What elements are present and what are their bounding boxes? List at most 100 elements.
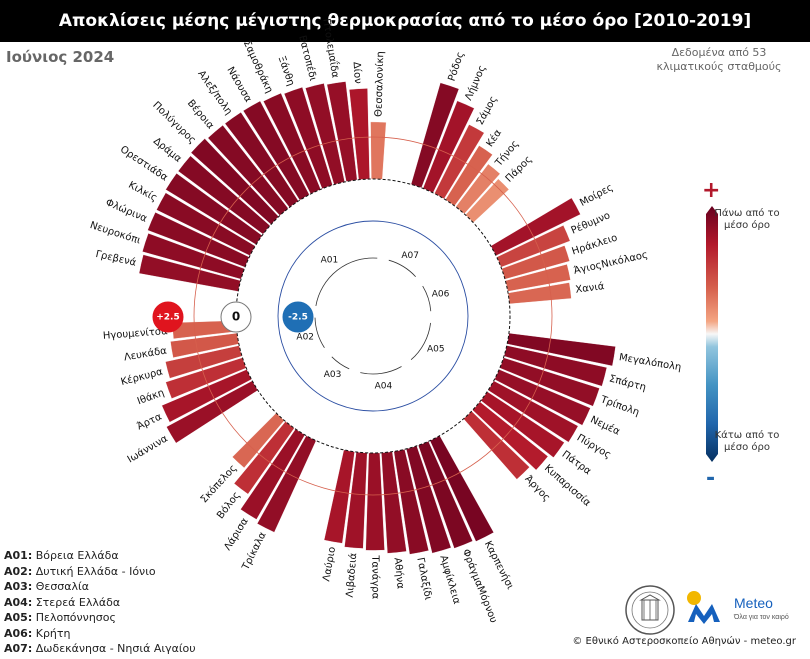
bar-Πολύγυρος [190, 138, 280, 225]
bar-Αλεξ/πολη [224, 111, 299, 208]
station-label: Χανιά [575, 280, 606, 296]
bar-Ορεστιάδα [165, 172, 263, 245]
legend-entry: A06: Κρήτη [4, 626, 196, 642]
ref-zero-label: 0 [232, 310, 240, 324]
bar-Βατοπέδι [305, 83, 345, 185]
colorbar-top-label: Πάνω από το μέσο όρο [714, 208, 780, 231]
station-label: Δίον [351, 61, 364, 84]
ref-minus-label-bubble [282, 301, 314, 333]
station-label: Πτολεμαΐδα [320, 17, 343, 79]
group-code-label: A07 [401, 251, 419, 261]
legend-name: Δυτική Ελλάδα - Ιόνιο [32, 564, 156, 578]
legend-name: Πελοπόννησος [32, 611, 116, 624]
station-label: Νευροκόπι [88, 219, 142, 247]
station-label: Τρίπολη [598, 393, 641, 418]
chart-title: Αποκλίσεις μέσης μέγιστης θερμοκρασίας α… [0, 0, 810, 42]
bar-Ρέθυμνο [496, 225, 571, 268]
station-label: Αμφίκλεια [437, 554, 463, 606]
meteo-logo-tagline: Όλα για τον καιρό [733, 613, 789, 621]
bar-Κέρκυρα [165, 345, 243, 379]
rings-layer [193, 136, 553, 496]
station-label: Θεσσαλονίκη [372, 51, 386, 117]
noa-seal-logo [624, 584, 676, 640]
bar-Αθήνα [381, 451, 407, 554]
station-label: Καρπενήσι [482, 539, 517, 592]
ref-plus-label: +2.5 [156, 313, 179, 323]
bar-Γρεβενά [138, 254, 241, 292]
legend-entry: A03: Θεσσαλία [4, 579, 196, 595]
inner-layer: A01 A07 A06 A05 A04 A03 A02 [296, 251, 449, 392]
station-label: Ηράκλειο [570, 232, 619, 258]
station-label: Βέροια [185, 97, 217, 131]
group-arc [410, 322, 431, 361]
station-label: Ιθάκη [136, 387, 166, 408]
station-label: Κιλκίς [126, 179, 159, 204]
meteo-logo-name: Meteo [734, 595, 773, 611]
group-code-label: A04 [375, 382, 393, 392]
legend-entry: A07: Δωδεκάνησα - Νησιά Αιγαίου [4, 641, 196, 657]
station-label: Βατοπέδι [296, 34, 319, 83]
group-code-label: A01 [321, 255, 339, 265]
group-code-label: A05 [427, 345, 445, 355]
chart-subtitle: Ιούνιος 2024 [6, 48, 115, 66]
legend-code: A04: [4, 595, 33, 609]
legend-code: A01: [4, 549, 33, 562]
legend-code: A02: [4, 564, 33, 578]
station-label: Τρίκαλα [239, 530, 269, 573]
station-label: Φλώρινα [104, 196, 150, 225]
ref-zero-label-bubble [220, 301, 252, 333]
legend-name: Βόρεια Ελλάδα [32, 549, 119, 562]
bar-Σπάρτη [503, 345, 608, 387]
legend-code: A03: [4, 580, 33, 593]
bar-Φλώρινα [147, 212, 250, 268]
legend-code: A05: [4, 611, 33, 624]
group-arc [388, 259, 416, 277]
station-label: Νεμέα [588, 413, 622, 437]
bar-Πάτρα [480, 391, 565, 458]
bar-Τανάγρα [365, 452, 385, 551]
legend-entry: A02: Δυτική Ελλάδα - Ιόνιο [4, 564, 196, 580]
station-label: Νάουσα [224, 65, 254, 105]
station-label: Γαλαξίδι [414, 556, 434, 601]
meteo-logo: Meteo Όλα για τον καιρό [682, 586, 792, 636]
group-arc [422, 285, 432, 312]
group-arc [331, 356, 350, 370]
bar-Δίον [348, 88, 370, 180]
station-label: Ξάνθη [276, 54, 298, 87]
reference-labels: +2.5 0 -2.5 [152, 301, 314, 333]
station-label: Ιωάννινα [125, 432, 170, 465]
legend-code: A07: [4, 642, 33, 655]
legend-entry: A05: Πελοπόννησος [4, 610, 196, 626]
region-legend: A01: Βόρεια Ελλάδα A02: Δυτική Ελλάδα - Ι… [4, 548, 196, 657]
station-label: Ρόδος [446, 50, 467, 83]
station-label: Λήμνος [462, 63, 488, 102]
colorbar-plus-sign: + [702, 178, 721, 203]
legend-name: Κρήτη [32, 626, 71, 640]
station-label: Λιβαδειά [344, 552, 360, 598]
group-arc [360, 366, 402, 375]
ring-plus [193, 136, 553, 496]
ref-minus-label: -2.5 [288, 313, 308, 323]
legend-entry: A01: Βόρεια Ελλάδα [4, 548, 196, 564]
station-label: Πάτρα [560, 448, 594, 477]
legend-code: A06: [4, 626, 33, 640]
station-label: Μεγαλόπολη [618, 351, 682, 373]
station-label: Άρτα [135, 410, 164, 432]
bars-layer [138, 81, 616, 555]
station-label: Λευκάδα [123, 344, 168, 363]
station-label: Σπάρτη [608, 372, 647, 393]
group-arc [314, 317, 325, 348]
legend-name: Στερεά Ελλάδα [32, 595, 121, 609]
bar-Νεμέα [494, 369, 591, 426]
station-label: Λαύριο [320, 546, 338, 583]
group-arc [315, 257, 378, 306]
copyright-footer: © Εθνικό Αστεροσκοπείο Αθηνών - meteo.gr [572, 636, 796, 647]
station-label: Αθήνα [392, 557, 407, 590]
station-label: Τανάγρα [369, 554, 381, 599]
data-source-note: Δεδομένα από 53 κλιματικούς σταθμούς [656, 46, 782, 73]
station-label: Σάμος [474, 94, 500, 127]
group-code-label: A03 [324, 370, 342, 380]
station-label: Κέρκυρα [120, 365, 165, 388]
